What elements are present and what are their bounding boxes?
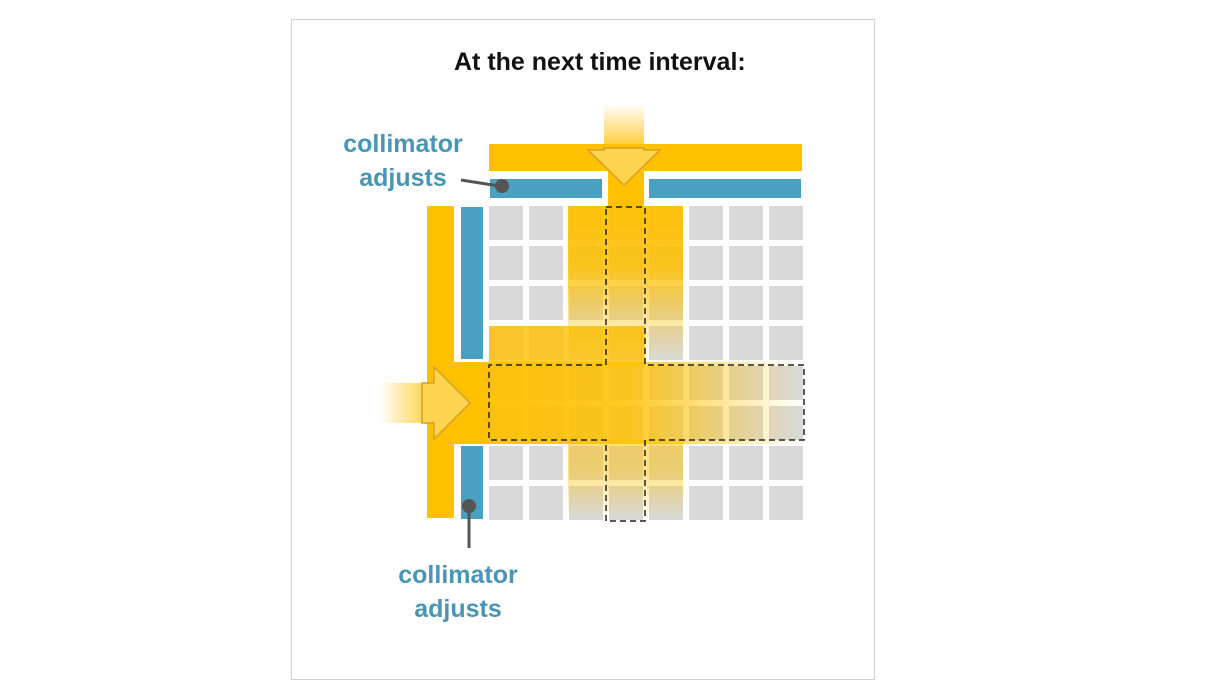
grid-cell [769, 286, 803, 320]
grid-cell [689, 446, 723, 480]
grid-cell [689, 246, 723, 280]
grid-cell [769, 206, 803, 240]
grid-cell [489, 206, 523, 240]
leader-dot-top [495, 179, 509, 193]
grid-cell [489, 446, 523, 480]
grid-cell [489, 286, 523, 320]
grid-cell [529, 486, 563, 520]
left-beam-source-bar [427, 206, 454, 518]
grid-cell [729, 326, 763, 360]
grid-cell [729, 286, 763, 320]
grid-cell [689, 326, 723, 360]
grid-cell [529, 286, 563, 320]
grid-cell [769, 246, 803, 280]
collimator-label-top-line1: collimator [343, 130, 463, 158]
collimator-label-bottom-line2: adjusts [414, 595, 502, 623]
leader-line-top [460, 178, 500, 188]
grid-cell [729, 246, 763, 280]
grid-cell [769, 326, 803, 360]
right-arrow-icon [421, 365, 472, 441]
grid-cell [729, 486, 763, 520]
collimator-label-top: collimator adjusts [335, 127, 471, 195]
collimator-label-bottom-line1: collimator [398, 561, 518, 589]
collimator-left-upper [459, 205, 485, 361]
grid-cell [689, 206, 723, 240]
grid-cell [529, 246, 563, 280]
grid-cell [529, 446, 563, 480]
grid-cell [769, 486, 803, 520]
grid-cell [769, 446, 803, 480]
grid-cell [729, 446, 763, 480]
horizontal-beam-upper-band [489, 326, 645, 366]
grid-cell [689, 286, 723, 320]
top-arrow-trail [604, 104, 644, 150]
leader-dot-bottom [462, 499, 476, 513]
down-arrow-icon [586, 147, 662, 187]
collimator-label-top-line2: adjusts [359, 164, 447, 192]
vertical-beam-lower [568, 440, 683, 520]
grid-cell [529, 206, 563, 240]
diagram-title: At the next time interval: [454, 48, 746, 76]
horizontal-beam [489, 362, 802, 444]
grid-cell [489, 246, 523, 280]
collimator-label-bottom: collimator adjusts [390, 558, 526, 626]
collimator-top-right [647, 177, 803, 200]
collimator-top-left [488, 177, 604, 200]
grid-cell [489, 486, 523, 520]
grid-cell [689, 486, 723, 520]
irradiated-region-outline [488, 206, 805, 522]
grid-cell [729, 206, 763, 240]
